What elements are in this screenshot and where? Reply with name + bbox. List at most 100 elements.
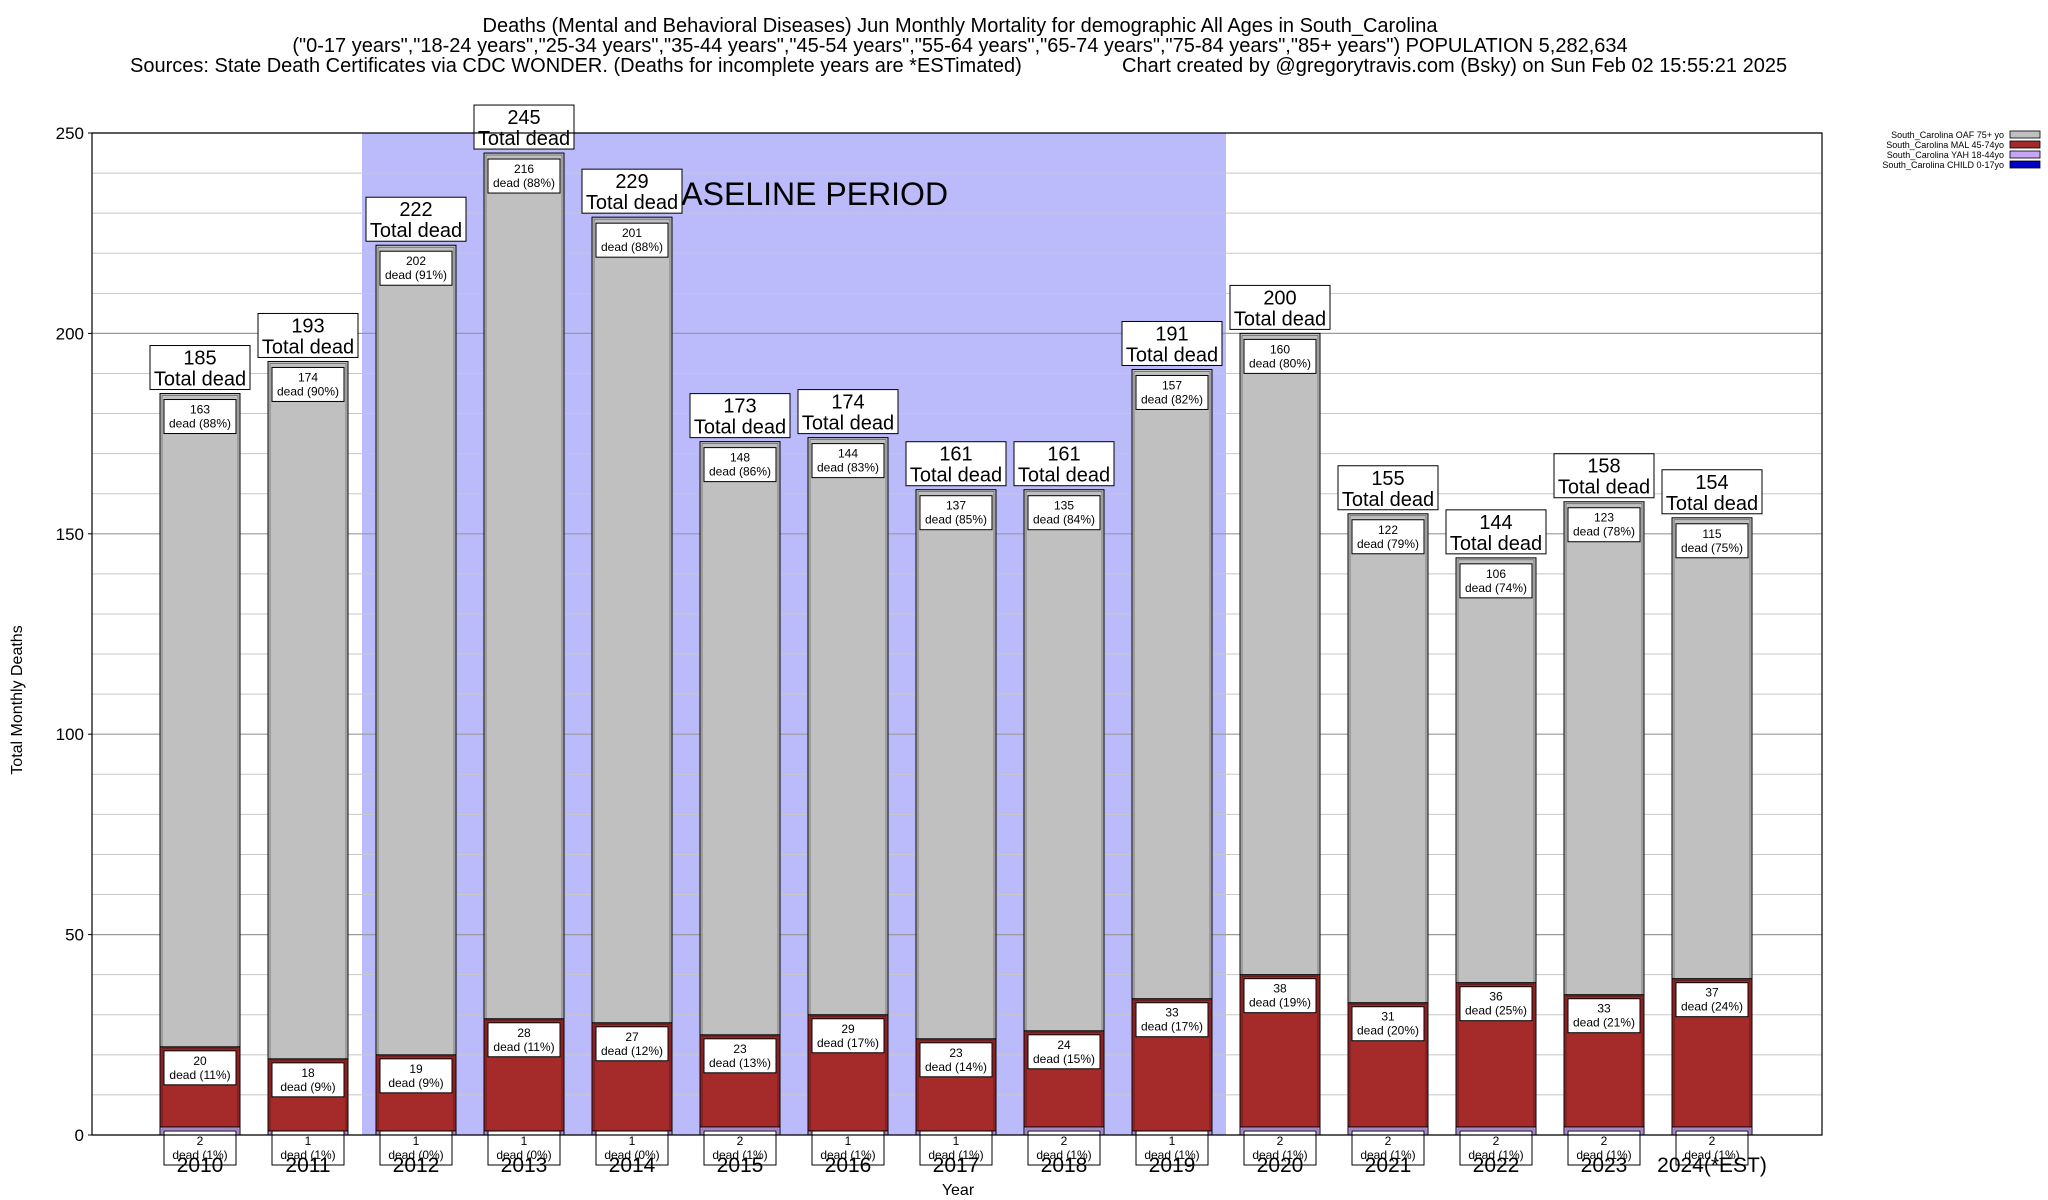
segment-label-box — [1027, 495, 1101, 531]
bar-segment-inner-border — [1241, 335, 1319, 975]
segment-label-box — [1243, 1130, 1317, 1166]
x-tick-label: 2017 — [933, 1154, 980, 1177]
segment-label-text: 202 — [406, 254, 426, 268]
segment-label-box — [379, 1058, 453, 1094]
bar-segment-inner-border — [377, 246, 455, 1056]
total-label-value: 200 — [1263, 287, 1296, 309]
segment-label-box — [1135, 1130, 1209, 1166]
segment-label-text: dead (1%) — [820, 1148, 875, 1162]
segment-label-text: 23 — [733, 1042, 747, 1056]
segment-label-text: dead (78%) — [1573, 525, 1635, 539]
segment-label-text: 2 — [1601, 1134, 1608, 1148]
segment-label-box — [919, 1130, 993, 1166]
bar-segment — [267, 360, 349, 1060]
segment-label-box — [919, 495, 993, 531]
segment-label-box — [1243, 978, 1317, 1014]
segment-label-text: 2 — [1385, 1134, 1392, 1148]
bar-segment — [1239, 332, 1321, 976]
segment-label-text: 174 — [298, 370, 318, 384]
segment-label-text: 144 — [838, 447, 858, 461]
segment-label-box — [1135, 1002, 1209, 1038]
segment-label-text: dead (74%) — [1465, 581, 1527, 595]
segment-label-text: 18 — [301, 1066, 315, 1080]
segment-label-text: dead (88%) — [601, 240, 663, 254]
x-axis-title: Year — [942, 1182, 975, 1199]
bar-segment-inner-border — [1457, 984, 1535, 1128]
x-tick-label: 2011 — [285, 1154, 330, 1177]
total-label-value: 161 — [1047, 444, 1080, 466]
x-tick-label: 2019 — [1149, 1154, 1196, 1177]
segment-label-text: 1 — [305, 1134, 312, 1148]
y-tick-label: 0 — [75, 1126, 84, 1145]
bar-segment-inner-border — [1349, 1004, 1427, 1128]
x-tick-label: 2018 — [1041, 1154, 1088, 1177]
bar-segment-inner-border — [1565, 503, 1643, 996]
total-label-value: 193 — [291, 315, 324, 337]
segment-label-text: dead (1%) — [928, 1148, 983, 1162]
segment-label-text: dead (12%) — [601, 1044, 663, 1058]
legend-entry-label: South_Carolina OAF 75+ yo — [1891, 130, 2004, 140]
segment-label-text: 123 — [1594, 511, 1614, 525]
segment-label-text: dead (25%) — [1465, 1004, 1527, 1018]
segment-label-text: 2 — [1709, 1134, 1716, 1148]
segment-label-text: 2 — [1061, 1134, 1068, 1148]
segment-label-text: 1 — [953, 1134, 960, 1148]
segment-label-text: dead (1%) — [1252, 1148, 1307, 1162]
total-label-word: Total dead — [1450, 533, 1542, 555]
segment-label-box — [1675, 523, 1749, 559]
total-label-value: 173 — [723, 396, 756, 418]
segment-label-box — [487, 158, 561, 194]
segment-label-text: dead (75%) — [1681, 541, 1743, 555]
segment-label-text: 137 — [946, 499, 966, 513]
x-tick-label: 2015 — [717, 1154, 764, 1177]
segment-label-text: dead (82%) — [1141, 392, 1203, 406]
total-label-word: Total dead — [1234, 308, 1326, 330]
x-tick-label: 2021 — [1365, 1154, 1412, 1177]
segment-label-box — [919, 1042, 993, 1078]
bar-segment — [1131, 368, 1213, 1000]
segment-label-text: 1 — [521, 1134, 528, 1148]
segment-label-box — [1027, 1034, 1101, 1070]
chart-subtitle-demographics: ("0-17 years","18-24 years","25-34 years… — [292, 35, 1627, 57]
segment-label-text: dead (0%) — [496, 1148, 551, 1162]
segment-label-text: 19 — [409, 1062, 423, 1076]
total-label-box — [1229, 284, 1331, 330]
segment-label-text: dead (11%) — [493, 1040, 554, 1054]
bar-segment-inner-border — [1349, 515, 1427, 1004]
segment-label-text: dead (24%) — [1681, 1000, 1743, 1014]
segment-label-box — [1135, 374, 1209, 410]
total-label-box — [905, 441, 1007, 487]
x-tick-label: 2023 — [1581, 1154, 1628, 1177]
total-label-box — [1553, 453, 1655, 499]
total-label-word: Total dead — [1018, 465, 1110, 487]
x-tick-label: 2022 — [1473, 1154, 1520, 1177]
segment-label-text: 122 — [1378, 523, 1398, 537]
segment-label-box — [1243, 338, 1317, 374]
segment-label-box — [379, 250, 453, 286]
bar-segment — [591, 216, 673, 1024]
bar-segment-inner-border — [1025, 491, 1103, 1032]
x-tick-label: 2014 — [609, 1154, 656, 1177]
legend: South_Carolina OAF 75+ yoSouth_Carolina … — [1882, 130, 2041, 170]
